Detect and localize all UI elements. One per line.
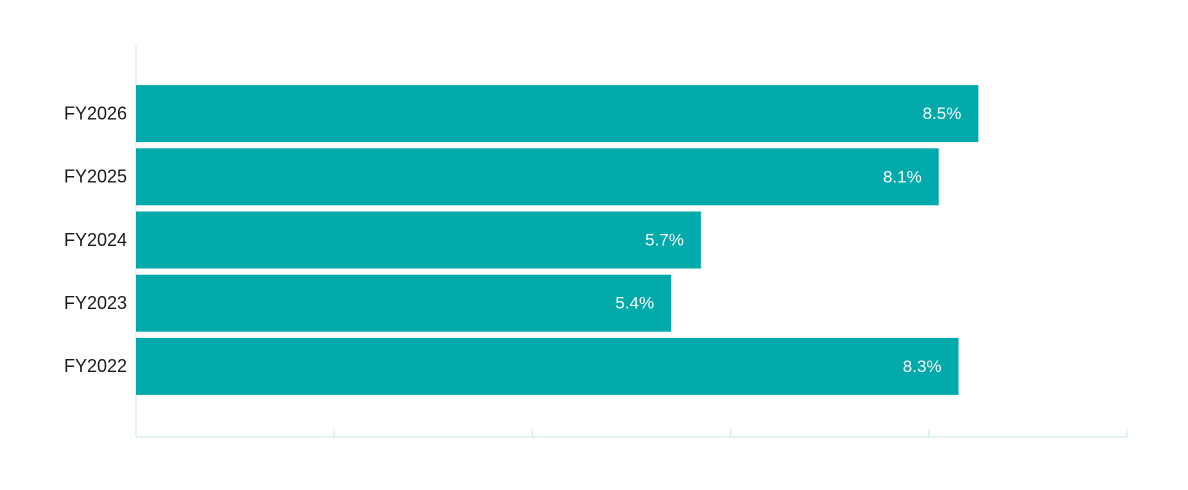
value-label: 5.7% [645,230,684,249]
y-tick-label: FY2022 [64,356,127,376]
y-tick-label: FY2025 [64,167,127,187]
y-tick-label: FY2026 [64,103,127,123]
value-label: 8.3% [903,357,942,376]
y-tick-label: FY2024 [64,230,127,250]
y-tick-label: FY2023 [64,293,127,313]
bar [136,337,959,395]
bar [136,148,939,206]
bar [136,274,672,332]
bar [136,211,701,269]
value-label: 5.4% [615,294,654,313]
value-label: 8.1% [883,167,922,186]
bar [136,85,979,143]
value-label: 8.5% [923,104,962,123]
